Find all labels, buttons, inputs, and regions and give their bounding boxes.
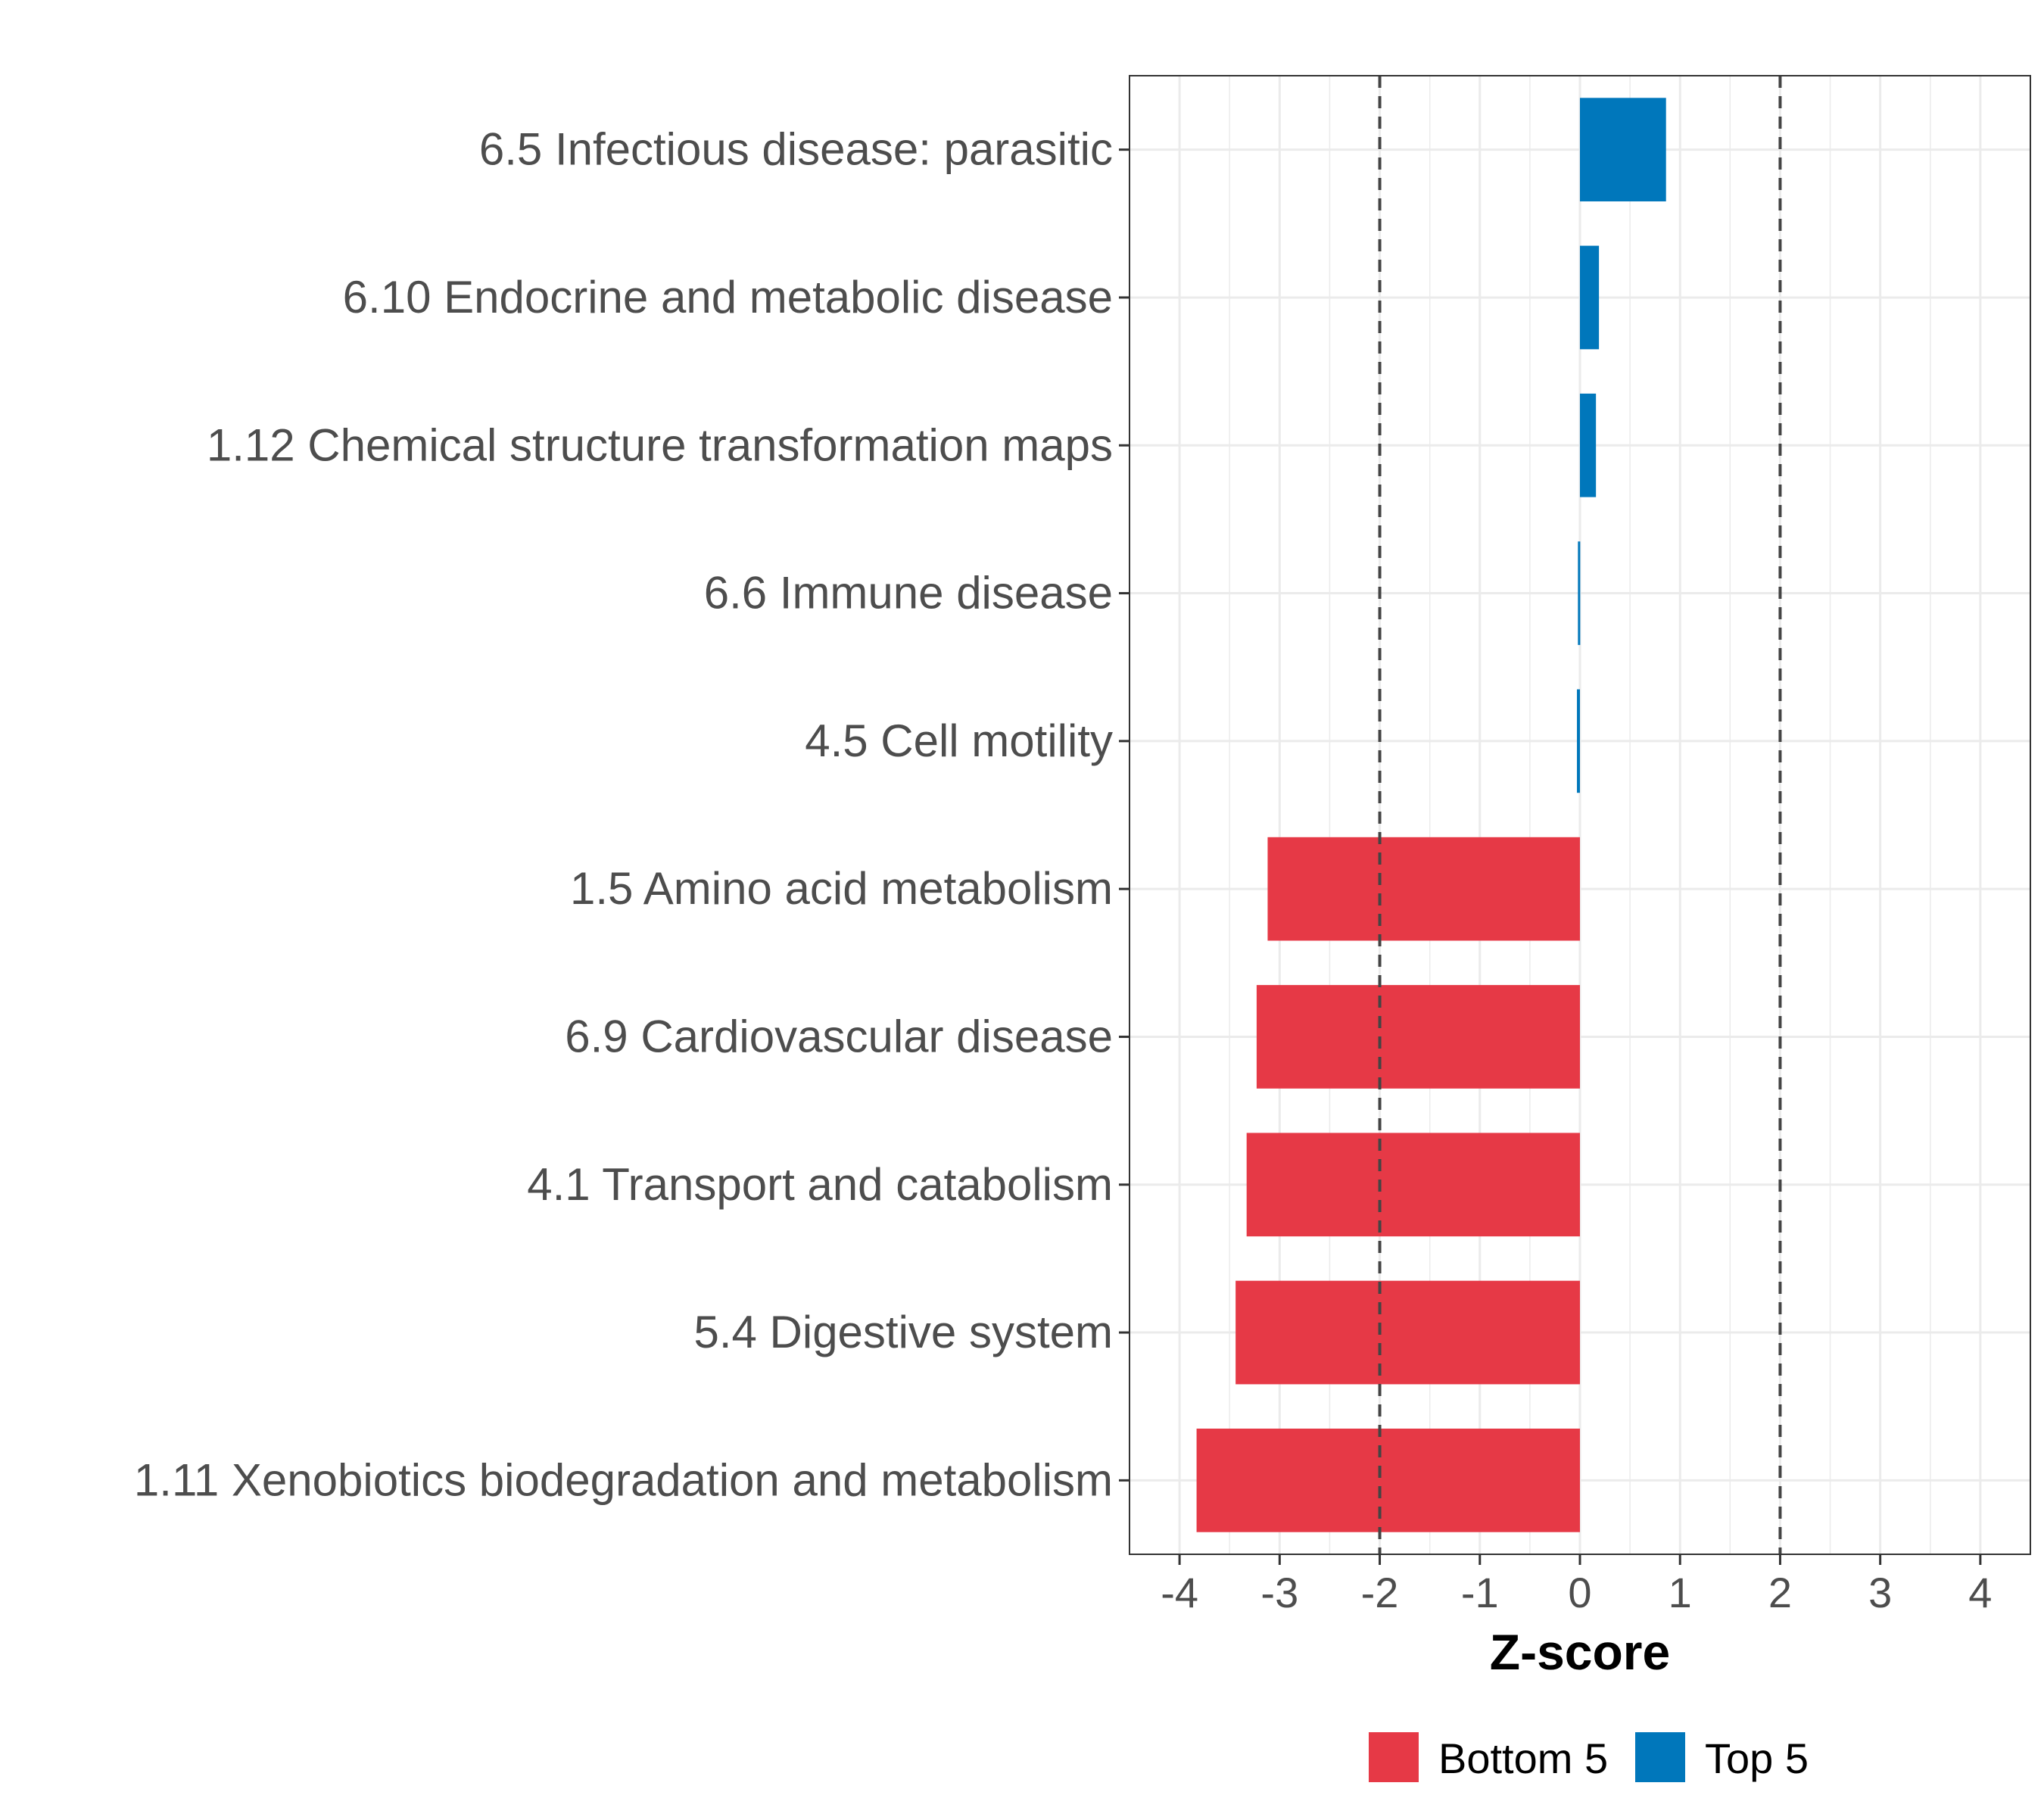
bar-8 [1246, 1133, 1580, 1237]
x-tick-label: -3 [1260, 1569, 1298, 1616]
legend-swatch-top-5 [1635, 1732, 1685, 1782]
bar-4 [1578, 541, 1581, 645]
bar-5 [1577, 689, 1580, 793]
x-tick-label: 2 [1768, 1569, 1792, 1616]
x-tick-label: 0 [1568, 1569, 1591, 1616]
category-label: 6.6 Immune disease [704, 568, 1113, 619]
reference-lines [1378, 76, 1782, 1554]
legend: Bottom 5 Top 5 [1369, 1732, 1809, 1782]
legend-label-bottom-5: Bottom 5 [1438, 1734, 1608, 1782]
legend-swatch-bottom-5 [1369, 1732, 1419, 1782]
bar-3 [1580, 393, 1597, 497]
x-tick-label: -2 [1361, 1569, 1399, 1616]
category-label: 6.9 Cardiovascular disease [565, 1011, 1113, 1061]
category-label: 5.4 Digestive system [693, 1307, 1113, 1357]
bar-9 [1235, 1280, 1580, 1385]
bar-7 [1256, 985, 1580, 1089]
bar-6 [1267, 837, 1580, 941]
category-label: 6.5 Infectious disease: parasitic [479, 124, 1113, 175]
bar-2 [1580, 245, 1600, 350]
category-label: 1.5 Amino acid metabolism [570, 863, 1113, 914]
category-label: 1.12 Chemical structure transformation m… [207, 419, 1113, 470]
category-label: 6.10 Endocrine and metabolic disease [343, 272, 1113, 323]
x-tick-label: 3 [1868, 1569, 1892, 1616]
bar-10 [1196, 1428, 1580, 1532]
x-tick-labels: -4 -3 -2 -1 0 1 2 3 4 [1161, 1569, 1992, 1616]
legend-label-top-5: Top 5 [1705, 1734, 1809, 1782]
category-labels: 6.5 Infectious disease: parasitic 6.10 En… [134, 124, 1113, 1506]
x-tick-label: -1 [1461, 1569, 1499, 1616]
x-axis-title: Z-score [1490, 1624, 1670, 1680]
x-tick-label: -4 [1161, 1569, 1198, 1616]
axis-ticks [1119, 148, 1982, 1565]
x-tick-label: 4 [1968, 1569, 1992, 1616]
category-label: 4.5 Cell motility [805, 715, 1113, 766]
x-tick-label: 1 [1669, 1569, 1692, 1616]
bar-1 [1580, 98, 1666, 202]
bars [1196, 98, 1666, 1532]
category-label: 4.1 Transport and catabolism [527, 1159, 1113, 1210]
category-label: 1.11 Xenobiotics biodegradation and meta… [134, 1454, 1113, 1505]
